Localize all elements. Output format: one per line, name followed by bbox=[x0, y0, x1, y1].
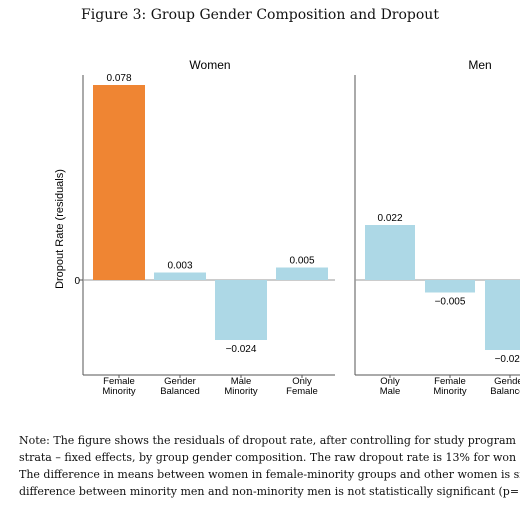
panel-title: Women bbox=[189, 58, 230, 72]
note-line: The difference in means between women in… bbox=[19, 468, 520, 481]
data-label: 0.003 bbox=[167, 261, 192, 272]
x-tick-label: Female bbox=[434, 376, 466, 387]
bar bbox=[154, 272, 206, 280]
figure-note: Note: The figure shows the residuals of … bbox=[19, 432, 520, 500]
x-tick-label: Minority bbox=[102, 386, 136, 397]
note-line: Note: The figure shows the residuals of … bbox=[19, 434, 520, 447]
bar bbox=[485, 280, 520, 350]
x-tick-label: Minority bbox=[224, 386, 258, 397]
panel-title: Men bbox=[468, 58, 491, 72]
x-tick-label: Only bbox=[380, 376, 400, 387]
data-label: 0.005 bbox=[289, 256, 314, 267]
note-line: difference between minority men and non-… bbox=[19, 485, 520, 498]
x-tick-label: Male bbox=[380, 386, 401, 397]
bar-chart: Dropout Rate (residuals) Women 0 0.078 Femal… bbox=[54, 58, 520, 397]
x-tick-label: Female bbox=[103, 376, 135, 387]
note-line: strata – fixed effects, by group gender … bbox=[19, 451, 517, 464]
x-tick-label: Balanced bbox=[160, 386, 200, 397]
bar bbox=[276, 267, 328, 280]
bar bbox=[93, 85, 145, 280]
data-label: 0.078 bbox=[106, 73, 131, 84]
x-tick-label: Balanced bbox=[490, 386, 520, 397]
y-axis-title: Dropout Rate (residuals) bbox=[54, 169, 66, 289]
x-tick-label: Gender bbox=[494, 376, 520, 387]
y-tick-label: 0 bbox=[74, 276, 80, 287]
bar bbox=[215, 280, 267, 340]
data-label: −0.024 bbox=[226, 344, 257, 355]
x-tick-label: Only bbox=[292, 376, 312, 387]
x-tick-label: Female bbox=[286, 386, 318, 397]
x-tick-label: Gender bbox=[164, 376, 196, 387]
x-tick-label: Male bbox=[231, 376, 252, 387]
bar bbox=[365, 225, 415, 280]
data-label: 0.022 bbox=[377, 213, 402, 224]
x-tick-label: Minority bbox=[433, 386, 467, 397]
data-label: −0.028 bbox=[495, 354, 520, 365]
data-label: −0.005 bbox=[435, 297, 466, 308]
figure-title: Figure 3: Group Gender Composition and D… bbox=[81, 7, 439, 23]
bar bbox=[425, 280, 475, 293]
